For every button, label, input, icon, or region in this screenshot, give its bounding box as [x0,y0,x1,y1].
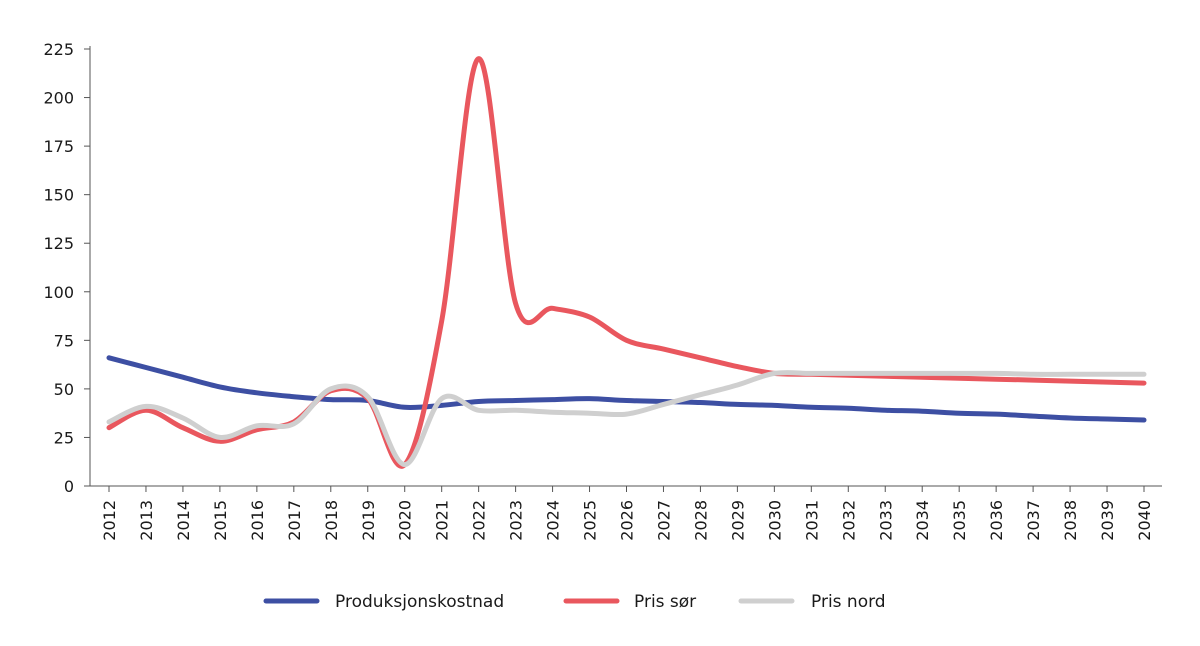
x-tick-label: 2027 [654,500,673,541]
x-tick-label: 2015 [211,500,230,541]
legend-label: Pris sør [634,592,696,612]
chart-legend: Produksjonskostnad Pris sør Pris nord [263,592,886,612]
y-tick-label: 150 [43,186,74,205]
legend-item-pris-nord: Pris nord [738,592,886,612]
y-tick-label: 75 [54,331,74,350]
series-line-pris-nord [106,370,1147,468]
x-tick-label: 2040 [1135,500,1154,541]
x-tick-label: 2035 [950,500,969,541]
x-tick-label: 2024 [544,500,563,541]
y-tick-label: 50 [54,380,74,399]
legend-label: Produksjonskostnad [335,592,504,612]
y-tick-label: 125 [43,234,74,253]
x-tick-label: 2012 [100,500,119,541]
y-tick-label: 200 [43,89,74,108]
y-tick-label: 100 [43,283,74,302]
x-tick-label: 2022 [470,500,489,541]
x-tick-label: 2037 [1024,500,1043,541]
legend-item-produksjonskostnad: Produksjonskostnad [263,592,504,612]
x-tick-label: 2032 [839,500,858,541]
chart-series [106,56,1147,469]
x-tick-label: 2033 [876,500,895,541]
x-tick-label: 2026 [618,500,637,541]
x-tick-label: 2039 [1098,500,1117,541]
x-tick-label: 2038 [1061,500,1080,541]
chart-axes: 0 25 50 75 100 125 150 175 200 225 2012 2013 2014 201… [43,40,1162,541]
x-tick-label: 2036 [987,500,1006,541]
x-tick-label: 2013 [137,500,156,541]
y-tick-label: 0 [64,477,74,496]
x-tick-label: 2029 [728,500,747,541]
legend-label: Pris nord [811,592,886,612]
series-line-produksjonskostnad [106,355,1147,423]
x-tick-label: 2031 [802,500,821,541]
x-tick-label: 2018 [322,500,341,541]
y-tick-label: 225 [43,40,74,59]
x-tick-label: 2019 [359,500,378,541]
x-tick-label: 2017 [285,500,304,541]
y-tick-label: 175 [43,137,74,156]
x-tick-label: 2030 [765,500,784,541]
x-tick-label: 2016 [248,500,267,541]
x-tick-label: 2025 [581,500,600,541]
series-line-pris-sor [106,56,1147,469]
x-tick-label: 2021 [433,500,452,541]
y-tick-label: 25 [54,428,74,447]
legend-item-pris-sor: Pris sør [563,592,696,612]
x-tick-label: 2034 [913,500,932,541]
x-tick-label: 2014 [174,500,193,541]
x-tick-label: 2020 [396,500,415,541]
x-tick-label: 2028 [691,500,710,541]
x-tick-label: 2023 [507,500,526,541]
